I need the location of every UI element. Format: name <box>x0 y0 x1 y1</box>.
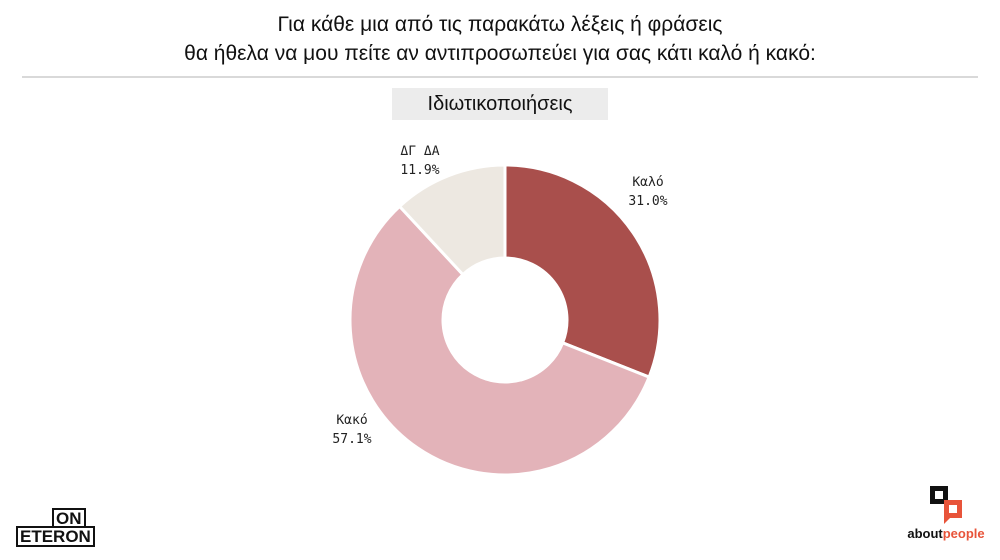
aboutpeople-logo: aboutpeople <box>906 484 986 544</box>
slice-label-1: Κακό <box>336 413 367 428</box>
logo-people-text: people <box>942 526 985 541</box>
slice-value-0: 31.0% <box>628 194 667 209</box>
title-divider <box>22 76 978 78</box>
slice-value-1: 57.1% <box>332 432 371 447</box>
chart-subtitle: Ιδιωτικοποιήσεις <box>392 88 608 120</box>
title-line-1: Για κάθε μια από τις παρακάτω λέξεις ή φ… <box>277 13 723 36</box>
logo-eteron-text: ETERON <box>16 526 95 547</box>
slice-label-2: ΔΓ ΔΑ <box>400 144 439 159</box>
chart-title-block: Για κάθε μια από τις παρακάτω λέξεις ή φ… <box>0 10 1000 68</box>
slice-label-0: Καλό <box>632 175 663 190</box>
slice-1 <box>348 204 652 477</box>
slice-value-2: 11.9% <box>400 163 439 178</box>
logo-about-text: about <box>907 526 943 541</box>
slice-0 <box>503 163 662 380</box>
logo-on-text: ON <box>52 508 86 527</box>
slice-2 <box>397 163 507 277</box>
aboutpeople-logo-icon <box>930 486 962 524</box>
title-line-2: θα ήθελα να μου πείτε αν αντιπροσωπεύει … <box>184 42 816 65</box>
